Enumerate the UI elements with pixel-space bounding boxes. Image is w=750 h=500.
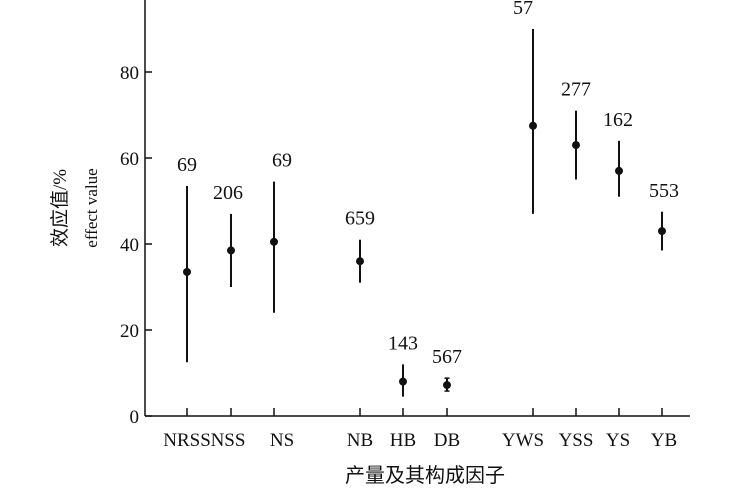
- x-tick-label: NS: [270, 430, 294, 451]
- sample-size-label: 553: [649, 180, 679, 202]
- data-point: [183, 267, 191, 276]
- sample-size-label: 162: [603, 109, 633, 131]
- data-point: [399, 377, 407, 386]
- data-point: [227, 246, 235, 255]
- axes: [144, 0, 690, 417]
- sample-size-label: 206: [213, 182, 243, 204]
- y-ticks: 0 20 40 60 80: [120, 63, 152, 428]
- data-point: [529, 121, 537, 130]
- data-point: [443, 381, 451, 390]
- x-tick-label: YB: [651, 430, 677, 451]
- x-tick-label: YWS: [502, 430, 544, 451]
- data-point: [615, 166, 623, 175]
- x-tick-label: HB: [390, 430, 416, 451]
- data-point: [572, 141, 580, 150]
- x-tick-label: YSS: [559, 430, 594, 451]
- x-tick-label: NRSS: [163, 430, 211, 451]
- data-point: [356, 257, 364, 266]
- sample-size-label: 277: [561, 79, 591, 101]
- sample-size-label: 57: [513, 0, 533, 19]
- y-tick-label: 40: [120, 235, 139, 256]
- data-point: [658, 227, 666, 236]
- x-tick-label: YS: [606, 430, 630, 451]
- y-tick-label: 60: [120, 149, 139, 170]
- sample-size-label: 69: [272, 150, 292, 172]
- sample-size-label: 69: [177, 154, 197, 176]
- data-point: [270, 237, 278, 246]
- y-tick-label: 20: [120, 321, 139, 342]
- x-axis-title: 产量及其构成因子: [345, 464, 505, 487]
- x-tick-label: DB: [434, 430, 460, 451]
- sample-size-labels: 69 206 69 659 143 567 57 277 162 553: [177, 0, 679, 368]
- y-axis-title-en: effect value: [82, 168, 101, 247]
- sample-size-label: 143: [388, 332, 418, 354]
- sample-size-label: 567: [432, 346, 462, 368]
- sample-size-label: 659: [345, 208, 375, 230]
- x-tick-label: NSS: [211, 430, 246, 451]
- x-tick-label: NB: [347, 430, 373, 451]
- y-tick-label: 0: [130, 407, 140, 428]
- data-points: [183, 121, 666, 390]
- y-tick-label: 80: [120, 63, 139, 84]
- x-ticks: NRSS NSS NS NB HB DB YWS YSS YS YB: [163, 408, 677, 451]
- y-axis-title-cn: 效应值/%: [49, 169, 71, 247]
